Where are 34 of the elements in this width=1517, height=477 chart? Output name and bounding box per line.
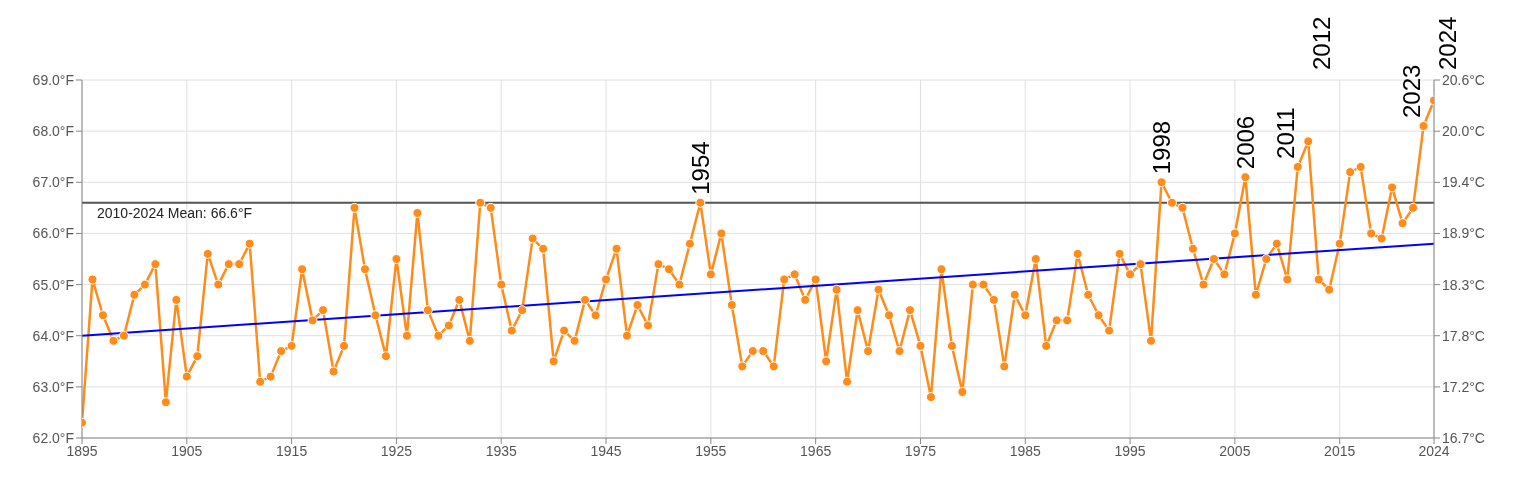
annotation: 1954 (687, 141, 715, 195)
x-tick-label: 1955 (695, 442, 727, 459)
y-tick-label: 68.0°F (32, 123, 74, 140)
y2-tick-label: 18.9°C (1442, 225, 1485, 242)
annotation: 2024 (1434, 16, 1461, 70)
y-tick-label: 69.0°F (32, 71, 74, 88)
x-tick-label: 2015 (1324, 442, 1356, 459)
y-tick-label: 63.0°F (32, 378, 74, 395)
y2-tick-label: 20.6°C (1442, 71, 1485, 88)
y2-tick-label: 17.8°C (1442, 327, 1485, 344)
y2-tick-label: 19.4°C (1442, 174, 1485, 191)
x-tick-label: 1975 (904, 442, 937, 459)
y-tick-label: 64.0°F (32, 327, 74, 344)
annotation: 2023 (1397, 64, 1425, 119)
y2-tick-label: 18.3°C (1442, 276, 1485, 293)
x-tick-label: 1925 (380, 442, 413, 459)
y2-tick-label: 20.0°C (1442, 123, 1485, 140)
y-tick-label: 67.0°F (32, 174, 74, 191)
annotation: 2012 (1308, 16, 1336, 70)
x-tick-label: 1915 (276, 442, 308, 459)
ref-line-label: 2010-2024 Mean: 66.6°F (97, 204, 253, 221)
x-tick-label: 1995 (1114, 442, 1146, 459)
x-tick-label: 2005 (1219, 442, 1251, 459)
y-tick-label: 65.0°F (32, 276, 74, 293)
x-tick-label: 1965 (800, 442, 832, 459)
annotation: 2011 (1271, 107, 1299, 159)
x-tick-label: 1935 (485, 442, 518, 459)
y2-tick-label: 17.2°C (1442, 378, 1485, 395)
x-tick-label: 1945 (590, 442, 622, 459)
annotation: 2006 (1232, 115, 1260, 170)
x-tick-label: 1905 (171, 442, 203, 459)
x-tick-label: 1985 (1009, 442, 1042, 459)
annotation: 1998 (1148, 120, 1176, 175)
y-tick-label: 66.0°F (32, 225, 74, 242)
